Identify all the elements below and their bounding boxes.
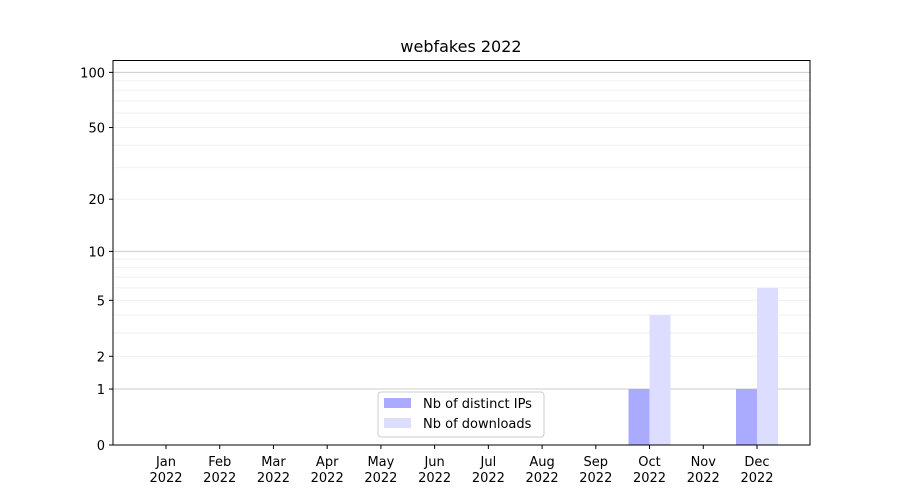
x-tick-label: 2022	[687, 471, 720, 486]
x-tick-label: 2022	[740, 471, 773, 486]
x-tick-label: 2022	[579, 471, 612, 486]
x-tick-label: Feb	[208, 455, 231, 470]
x-tick-label: Dec	[744, 455, 769, 470]
y-tick-label: 5	[97, 294, 105, 309]
bar-downloads	[757, 287, 778, 445]
x-tick-label: Nov	[691, 455, 717, 470]
y-tick-label: 100	[80, 66, 105, 81]
bar-distinct-ips	[628, 389, 650, 445]
x-tick-label: 2022	[633, 471, 666, 486]
x-tick-label: Sep	[584, 455, 609, 470]
x-tick-label: 2022	[364, 471, 397, 486]
x-tick-label: Apr	[316, 455, 339, 470]
x-tick-label: Jan	[155, 455, 176, 470]
plot-frame	[112, 60, 811, 446]
legend-label: Nb of downloads	[423, 417, 532, 432]
y-tick-label: 10	[88, 245, 105, 260]
legend-swatch	[384, 398, 411, 408]
y-tick-label: 0	[97, 439, 105, 454]
legend-box	[377, 391, 545, 438]
chart-title: webfakes 2022	[400, 37, 521, 56]
x-tick-label: 2022	[418, 471, 451, 486]
x-tick-label: 2022	[257, 471, 290, 486]
y-tick-label: 1	[97, 383, 105, 398]
y-tick-label: 50	[88, 122, 105, 137]
y-tick-label: 2	[97, 350, 105, 365]
x-tick-label: Oct	[638, 455, 660, 470]
x-tick-label: Jul	[480, 455, 497, 470]
x-tick-label: 2022	[203, 471, 236, 486]
x-tick-label: Aug	[529, 455, 554, 470]
x-tick-label: 2022	[472, 471, 505, 486]
legend-label: Nb of distinct IPs	[423, 397, 532, 412]
x-tick-label: 2022	[311, 471, 344, 486]
bar-distinct-ips	[736, 389, 757, 445]
x-tick-label: 2022	[526, 471, 559, 486]
x-tick-label: May	[367, 455, 394, 470]
x-tick-label: Mar	[261, 455, 286, 470]
bar-downloads	[649, 315, 671, 445]
x-tick-label: 2022	[149, 471, 182, 486]
y-tick-label: 20	[88, 193, 105, 208]
x-tick-label: Jun	[423, 455, 444, 470]
legend-swatch	[384, 418, 411, 428]
legend: Nb of distinct IPs Nb of downloads	[377, 391, 545, 438]
